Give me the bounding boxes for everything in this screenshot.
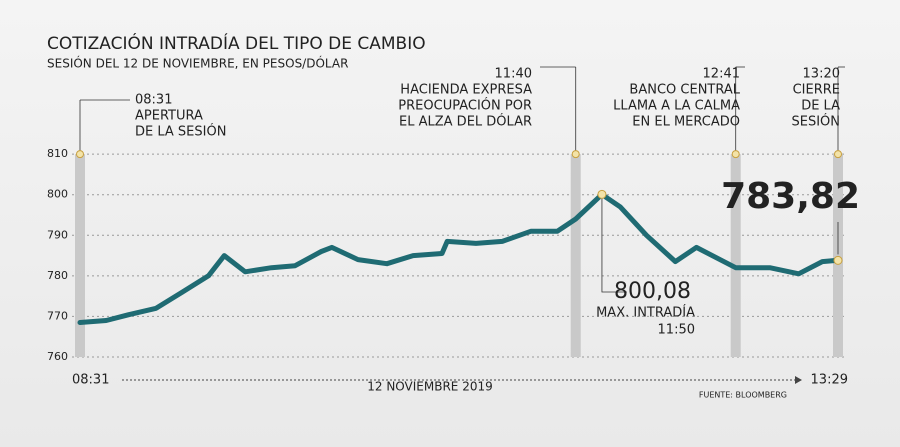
- price-line: [77, 191, 841, 325]
- y-tick-label: 760: [47, 350, 68, 363]
- event-text: LLAMA A LA CALMA: [613, 99, 740, 114]
- event-text: EL ALZA DEL DÓLAR: [399, 114, 532, 130]
- y-tick-label: 790: [47, 228, 68, 241]
- event-marker: [76, 150, 84, 159]
- event-marker: [731, 150, 740, 159]
- max-marker: [597, 189, 607, 199]
- event-text: EN EL MERCADO: [632, 115, 740, 130]
- event-time: 13:20: [803, 67, 840, 82]
- event-text: HACIENDA EXPRESA: [400, 83, 532, 98]
- x-axis-end: 13:29: [811, 373, 848, 388]
- source: FUENTE: BLOOMBERG: [699, 391, 787, 400]
- chart-subtitle: SESIÓN DEL 12 DE NOVIEMBRE, EN PESOS/DÓL…: [47, 56, 348, 71]
- event-band: [730, 154, 741, 357]
- y-tick-label: 800: [47, 188, 68, 201]
- x-axis-label: 12 NOVIEMBRE 2019: [367, 380, 492, 394]
- event-time: 08:31: [135, 93, 172, 108]
- x-axis-arrowhead: [795, 376, 802, 384]
- max-label: MAX. INTRADÍA: [596, 305, 695, 321]
- y-tick-label: 810: [47, 147, 68, 160]
- event-text: DE LA SESIÓN: [135, 124, 226, 140]
- event-marker: [834, 150, 842, 159]
- y-tick-label: 780: [47, 269, 68, 282]
- x-axis-start: 08:31: [72, 373, 109, 388]
- max-leader: [601, 194, 627, 293]
- max-time: 11:50: [658, 323, 695, 338]
- event-time: 12:41: [703, 67, 740, 82]
- event-text: DE LA: [801, 99, 840, 114]
- chart-title: COTIZACIÓN INTRADÍA DEL TIPO DE CAMBIO: [47, 32, 426, 54]
- event-text: SESIÓN: [791, 114, 840, 130]
- event-band: [570, 154, 581, 357]
- event-text: PREOCUPACIÓN POR: [398, 98, 532, 114]
- last-marker: [833, 255, 843, 265]
- event-time: 11:40: [495, 67, 532, 82]
- event-text: CIERRE: [793, 83, 840, 98]
- event-marker: [571, 150, 580, 159]
- event-band: [833, 154, 843, 357]
- last-value: 783,82: [721, 176, 860, 217]
- event-text: APERTURA: [135, 109, 203, 124]
- event-band: [75, 154, 85, 357]
- y-tick-label: 770: [47, 309, 68, 322]
- max-value: 800,08: [614, 279, 691, 304]
- event-text: BANCO CENTRAL: [629, 83, 740, 98]
